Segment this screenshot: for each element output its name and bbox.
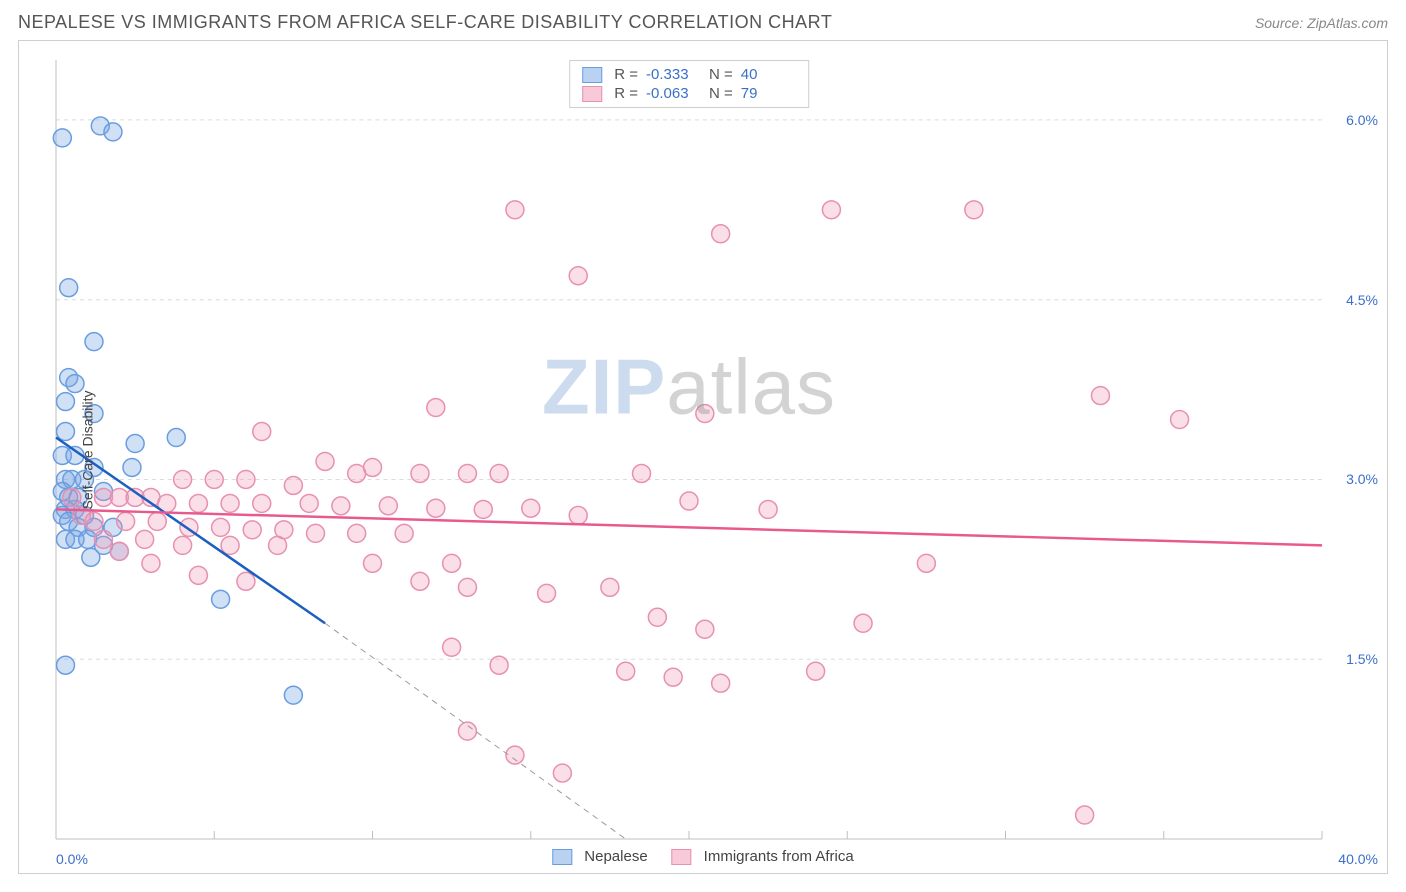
swatch-nepalese	[582, 67, 602, 83]
y-tick-label: 4.5%	[1346, 292, 1378, 308]
legend-label: Immigrants from Africa	[704, 848, 854, 865]
y-tick-label: 6.0%	[1346, 112, 1378, 128]
r-label: R =	[614, 85, 638, 102]
source-label: Source: ZipAtlas.com	[1255, 15, 1388, 31]
plot-area: Self-Care Disability ZIPatlas 1.5%3.0%4.…	[56, 60, 1322, 839]
r-value: -0.333	[646, 66, 701, 83]
r-value: -0.063	[646, 85, 701, 102]
scatter-plot-svg	[56, 60, 1322, 839]
legend-swatch	[672, 849, 692, 865]
legend-label: Nepalese	[584, 848, 647, 865]
series-legend: Nepalese Immigrants from Africa	[552, 848, 853, 865]
n-label: N =	[709, 66, 733, 83]
n-value: 79	[741, 85, 796, 102]
y-tick-label: 3.0%	[1346, 471, 1378, 487]
chart-header: NEPALESE VS IMMIGRANTS FROM AFRICA SELF-…	[18, 12, 1388, 33]
legend-swatch	[552, 849, 572, 865]
stats-row-nepalese: R = -0.333 N = 40	[582, 65, 796, 84]
r-label: R =	[614, 66, 638, 83]
stats-row-africa: R = -0.063 N = 79	[582, 84, 796, 103]
chart-container: Self-Care Disability ZIPatlas 1.5%3.0%4.…	[18, 40, 1388, 874]
y-tick-label: 1.5%	[1346, 651, 1378, 667]
y-axis-label: Self-Care Disability	[80, 390, 96, 509]
x-tick-max: 40.0%	[1338, 851, 1378, 867]
x-tick-min: 0.0%	[56, 851, 88, 867]
chart-title: NEPALESE VS IMMIGRANTS FROM AFRICA SELF-…	[18, 12, 832, 33]
legend-item: Immigrants from Africa	[672, 848, 854, 865]
swatch-africa	[582, 86, 602, 102]
stats-legend: R = -0.333 N = 40 R = -0.063 N = 79	[569, 60, 809, 108]
legend-item: Nepalese	[552, 848, 647, 865]
n-value: 40	[741, 66, 796, 83]
n-label: N =	[709, 85, 733, 102]
